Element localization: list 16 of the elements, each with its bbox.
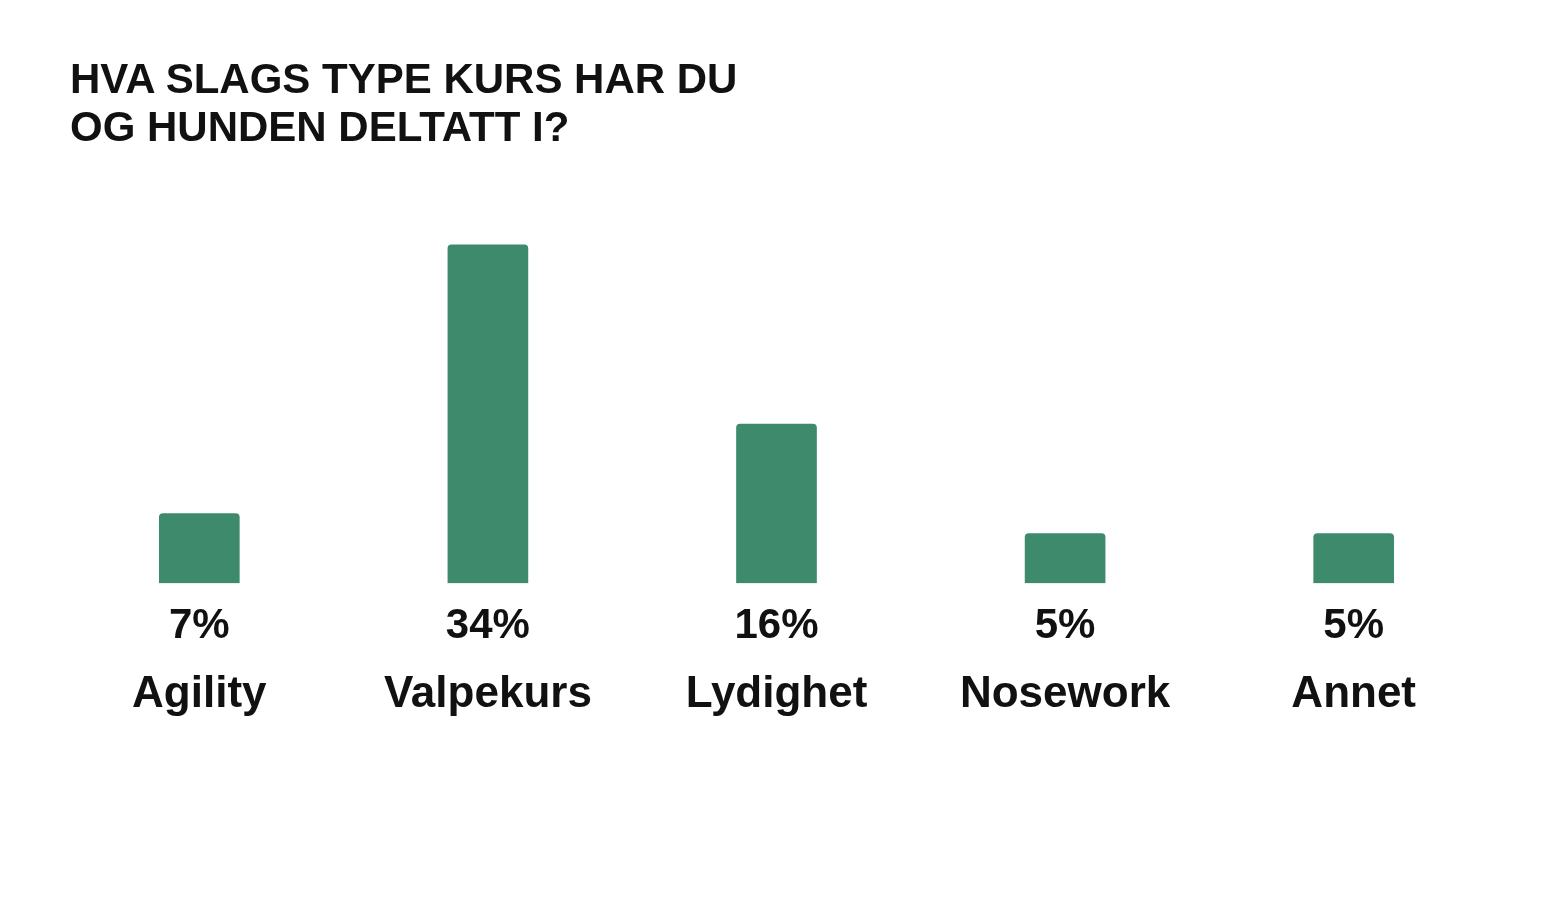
bar bbox=[1313, 533, 1395, 584]
data-label: 34% bbox=[445, 599, 530, 647]
bar bbox=[736, 423, 817, 584]
x-tick-label: Lydighet bbox=[685, 666, 868, 716]
bar bbox=[1024, 533, 1106, 584]
bar bbox=[447, 244, 529, 584]
x-tick-label: Valpekurs bbox=[383, 666, 592, 716]
chart-title: HVA SLAGS TYPE KURS HAR DU OG HUNDEN DELTATT I? bbox=[70, 55, 739, 151]
data-label: 16% bbox=[734, 599, 819, 647]
data-label: 5% bbox=[1034, 599, 1096, 647]
x-tick-label: Nosework bbox=[959, 666, 1171, 716]
data-label: 5% bbox=[1323, 599, 1385, 647]
data-label: 7% bbox=[168, 599, 230, 647]
x-tick-label: Annet bbox=[1291, 666, 1417, 716]
bar bbox=[158, 513, 240, 584]
x-tick-label: Agility bbox=[132, 666, 268, 716]
